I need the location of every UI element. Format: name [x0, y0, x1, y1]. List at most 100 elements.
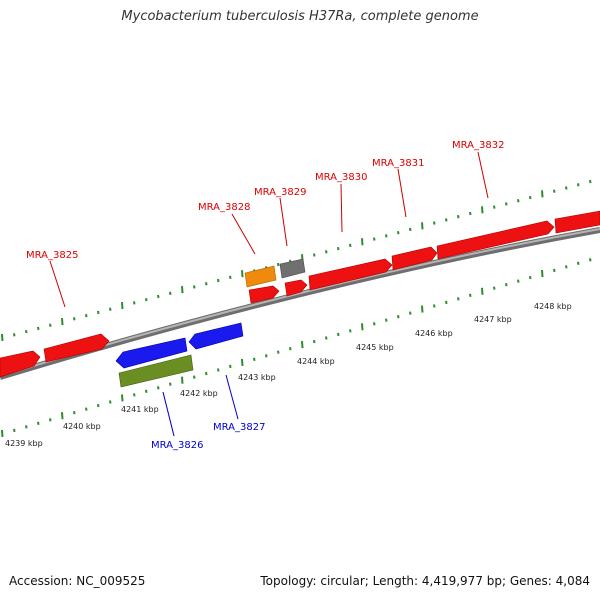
reverse-tick: [481, 287, 484, 295]
reverse-tick: [25, 425, 28, 429]
forward-tick: [145, 298, 148, 302]
forward-tick: [277, 262, 280, 267]
forward-tick: [337, 246, 340, 251]
reverse-tick: [121, 394, 124, 402]
kbp-label: 4239 kbp: [5, 439, 43, 448]
reverse-tick: [277, 350, 280, 354]
gene-arrow-mra-3829[interactable]: [284, 279, 308, 297]
forward-tick: [49, 323, 52, 327]
leader-line-mra-3832: [477, 151, 489, 199]
reverse-tick: [145, 389, 148, 393]
reverse-tick: [133, 393, 136, 397]
forward-tick: [313, 253, 316, 257]
leader-line-mra-3830: [340, 183, 343, 233]
reverse-strand-genes: [115, 322, 244, 388]
reverse-tick: [73, 411, 76, 415]
forward-tick: [157, 294, 160, 299]
kbp-label: 4246 kbp: [415, 329, 453, 338]
reverse-tick: [493, 286, 496, 290]
reverse-tick: [349, 329, 352, 333]
leader-line-mra-3827: [225, 374, 239, 420]
gene-arrow-mra-3832[interactable]: [436, 220, 555, 260]
reverse-tick: [325, 336, 328, 340]
map-title: Mycobacterium tuberculosis H37Ra, comple…: [121, 9, 479, 24]
accession-label: Accession: NC_009525: [9, 574, 146, 588]
reverse-tick: [169, 382, 172, 386]
reverse-tick: [457, 297, 460, 301]
forward-tick: [361, 238, 364, 246]
gene-arrow-mra-3833[interactable]: [554, 210, 600, 234]
gene-arrow-mra-3824[interactable]: [0, 350, 41, 378]
kbp-label: 4242 kbp: [180, 389, 218, 398]
gene-label-mra-3827[interactable]: MRA_3827: [213, 422, 265, 433]
gene-label-mra-3832[interactable]: MRA_3832: [452, 140, 504, 151]
forward-tick: [133, 301, 136, 305]
forward-tick: [589, 179, 592, 184]
leader-line-mra-3825: [49, 260, 66, 308]
gene-arrow-mra-3830[interactable]: [308, 258, 393, 291]
gene-label-mra-3829[interactable]: MRA_3829: [254, 187, 306, 198]
forward-tick: [397, 231, 400, 235]
forward-tick: [61, 317, 64, 326]
kbp-label: 4245 kbp: [356, 343, 394, 352]
reverse-tick: [589, 258, 592, 262]
reverse-tick: [469, 293, 472, 297]
genome-backbone: [0, 227, 600, 380]
kbp-label: 4240 kbp: [63, 422, 101, 431]
gene-label-mra-3828[interactable]: MRA_3828: [198, 202, 250, 213]
forward-tick: [109, 307, 112, 311]
reverse-tick: [13, 428, 16, 433]
genome-backbone-highlight: [0, 228, 600, 377]
forward-tick: [529, 195, 532, 200]
gene-arrow-mra-3831[interactable]: [391, 246, 438, 271]
kbp-label: 4244 kbp: [297, 357, 335, 366]
forward-tick: [73, 317, 76, 321]
forward-tick: [541, 190, 544, 198]
forward-tick: [577, 183, 580, 187]
gene-label-mra-3830[interactable]: MRA_3830: [315, 172, 367, 183]
reverse-tick: [313, 339, 316, 344]
gene-arrow-mra-3825[interactable]: [43, 333, 110, 363]
reverse-tick: [61, 412, 64, 420]
orange-feature[interactable]: [244, 265, 277, 288]
forward-tick: [193, 285, 196, 289]
forward-tick: [349, 243, 352, 248]
reverse-tick: [289, 347, 292, 351]
reverse-tick: [565, 265, 568, 269]
reverse-tick: [421, 305, 424, 313]
forward-tick: [325, 250, 328, 254]
reverse-tick: [517, 279, 520, 283]
gene-label-mra-3825[interactable]: MRA_3825: [26, 250, 78, 261]
forward-tick: [457, 215, 460, 219]
leader-line-mra-3828: [231, 213, 256, 255]
reverse-tick: [553, 268, 556, 273]
forward-strand-genes: [0, 210, 600, 378]
forward-tick: [97, 310, 100, 315]
forward-tick: [205, 282, 208, 286]
kbp-label: 4248 kbp: [534, 302, 572, 311]
kbp-label: 4243 kbp: [238, 373, 276, 382]
forward-tick: [181, 286, 184, 294]
forward-tick: [517, 199, 520, 203]
gene-arrow-mra-3827[interactable]: [188, 322, 244, 350]
forward-tick: [553, 189, 556, 193]
reverse-tick: [397, 315, 400, 319]
leader-line-mra-3831: [397, 168, 407, 218]
gene-arrow-mra-3828[interactable]: [248, 285, 280, 304]
forward-tick: [481, 206, 484, 214]
reverse-tick: [577, 261, 580, 265]
gray-feature[interactable]: [279, 258, 306, 279]
gene-labels: MRA_3825 MRA_3828 MRA_3829 MRA_3830 MRA_…: [26, 140, 504, 451]
forward-tick: [421, 222, 424, 230]
reverse-tick: [229, 364, 232, 369]
gene-arrow-mra-3826[interactable]: [115, 337, 188, 369]
olive-feature[interactable]: [118, 354, 194, 388]
reverse-tick: [385, 318, 388, 322]
forward-tick: [121, 302, 124, 310]
gene-label-mra-3831[interactable]: MRA_3831: [372, 158, 424, 169]
gene-label-mra-3826[interactable]: MRA_3826: [151, 440, 203, 451]
forward-tick: [445, 218, 448, 222]
forward-tick: [25, 329, 28, 334]
reverse-tick: [373, 322, 376, 326]
